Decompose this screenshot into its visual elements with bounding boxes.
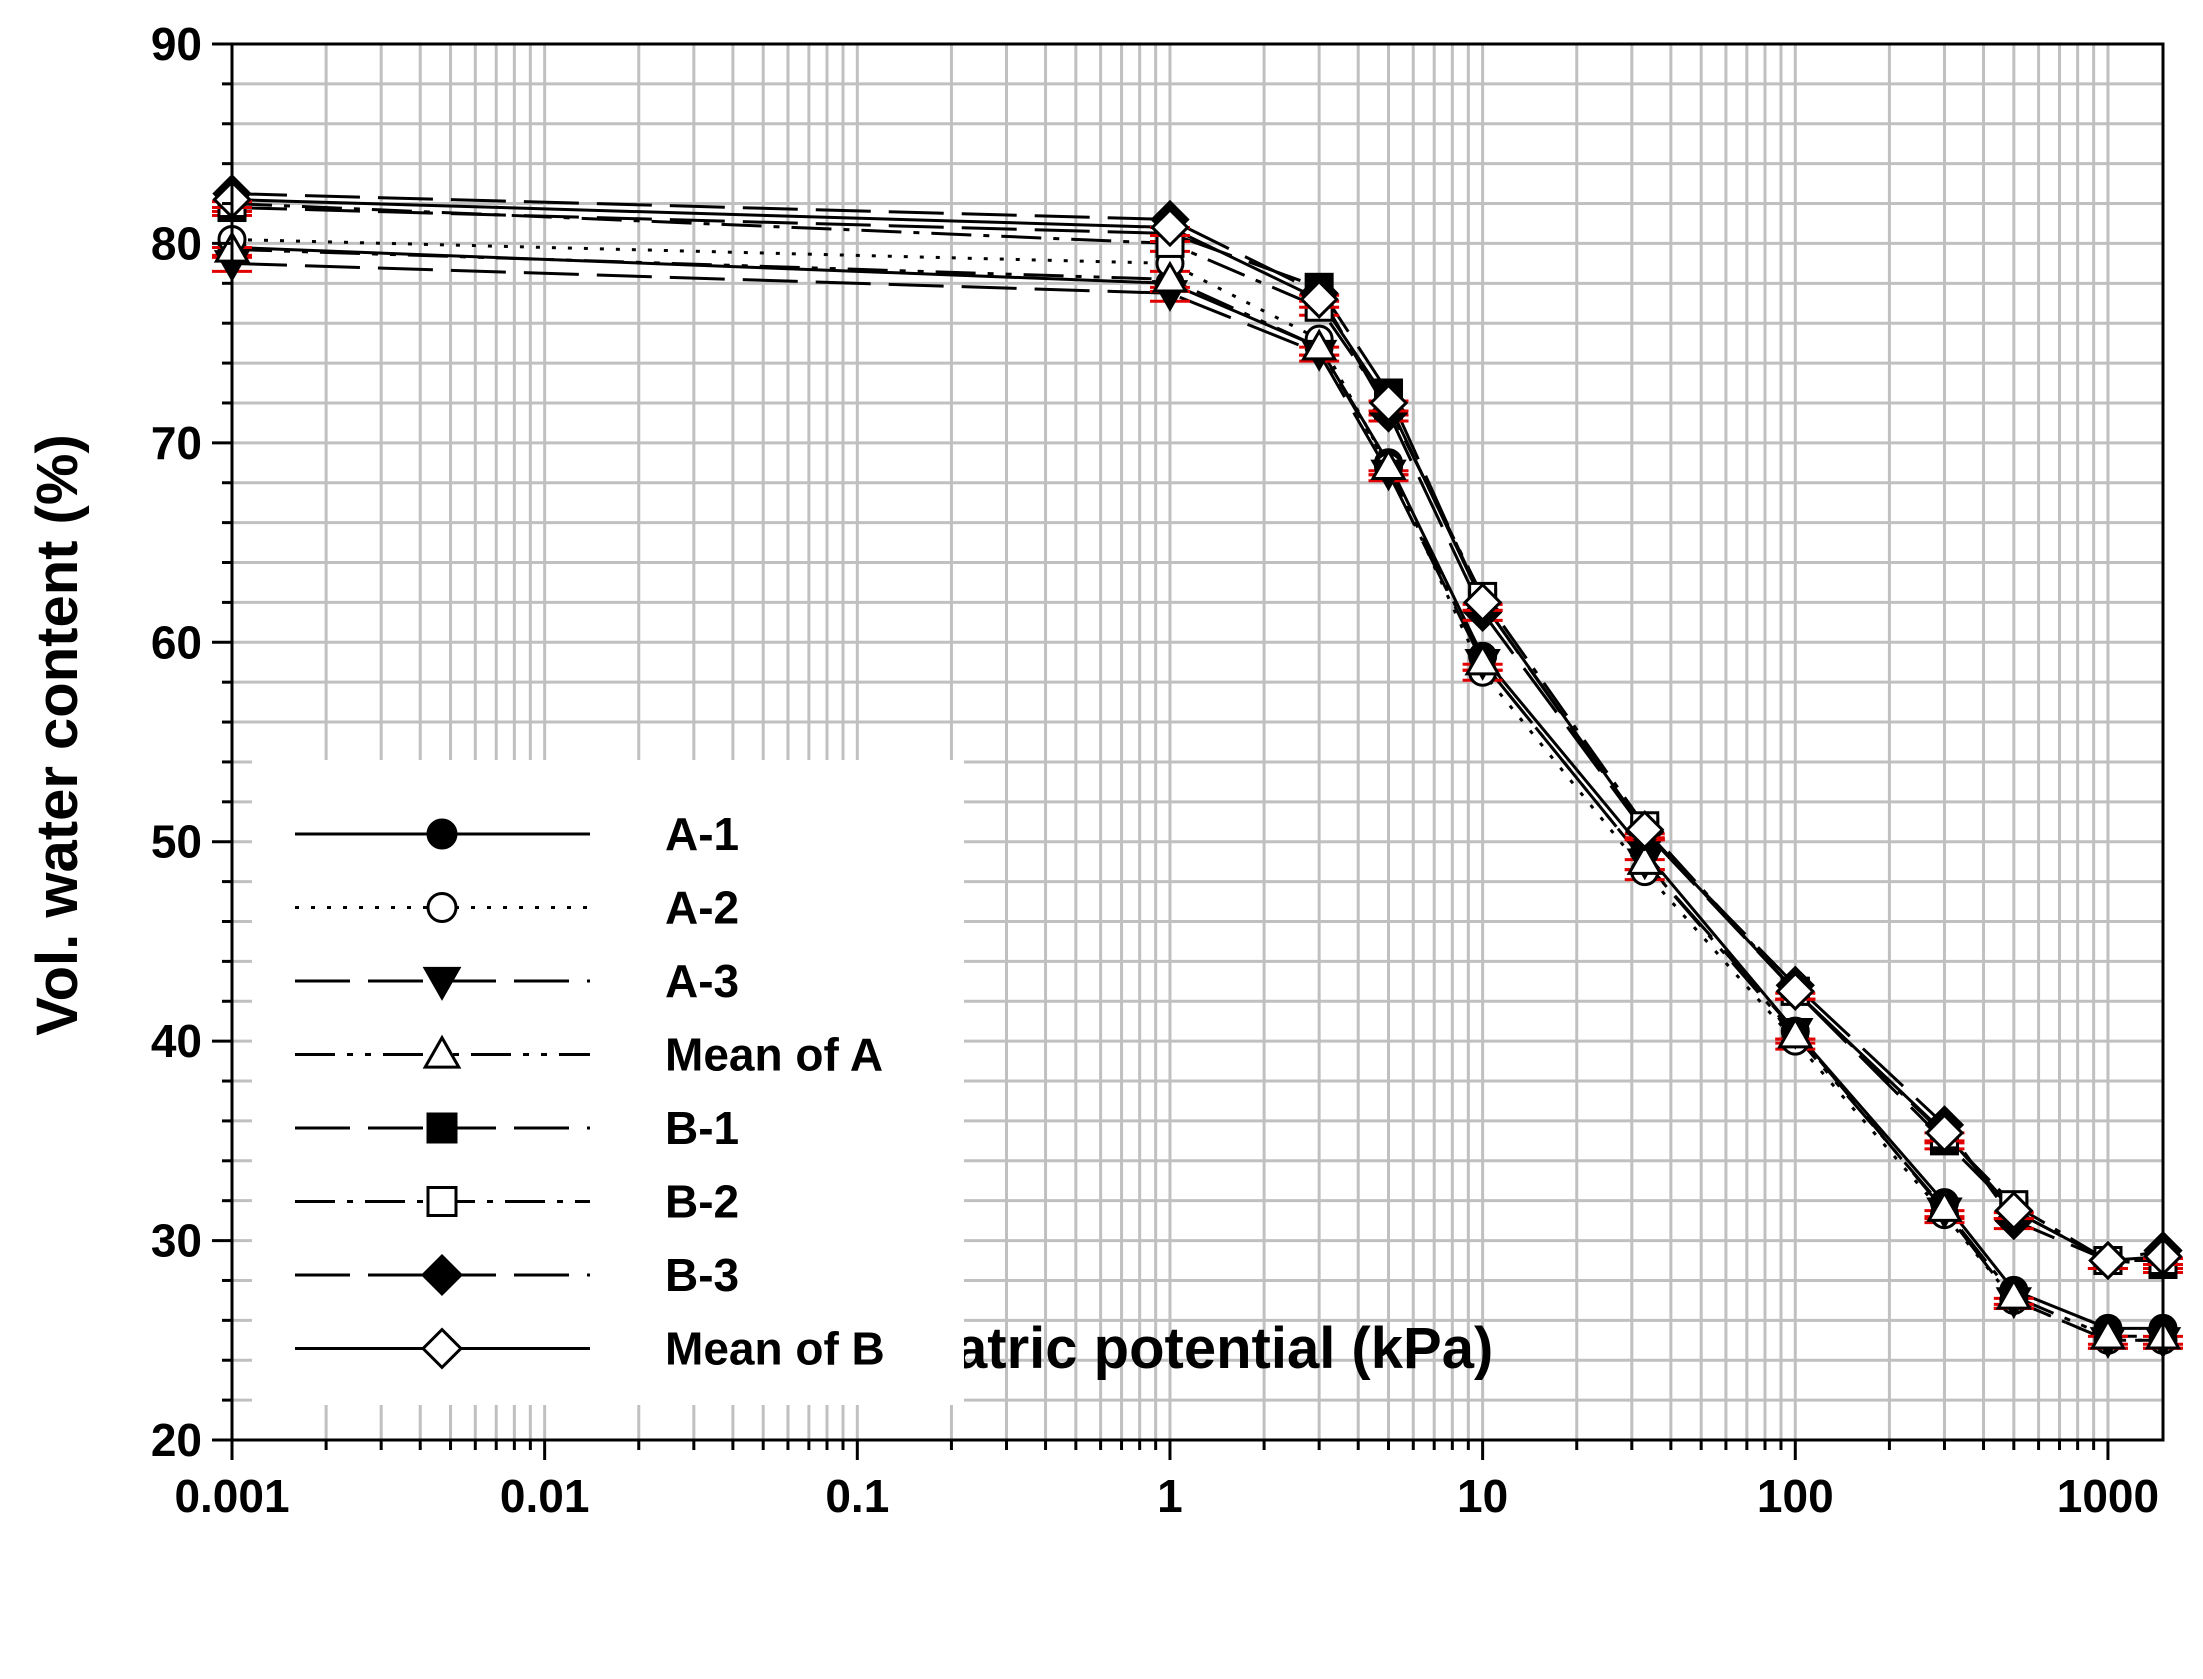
legend-label: B-3 <box>665 1249 739 1301</box>
data-point <box>2089 1317 2127 1350</box>
data-point <box>1151 260 1189 293</box>
y-tick-label: 50 <box>151 816 202 868</box>
x-axis-title: Matric potential (kPa) <box>907 1316 1494 1381</box>
data-point <box>1626 843 1663 875</box>
legend-label: Mean of A <box>665 1029 883 1081</box>
x-tick-label: 1 <box>1157 1470 1183 1522</box>
y-tick-label: 60 <box>151 616 202 668</box>
y-tick-label: 20 <box>151 1414 202 1466</box>
series-line-mean-of-a <box>231 247 2163 1338</box>
x-tick-label: 100 <box>1757 1470 1834 1522</box>
y-tick-label: 90 <box>151 18 202 70</box>
legend-label: A-2 <box>665 882 739 934</box>
legend-marker <box>422 1034 462 1069</box>
y-tick-label: 30 <box>151 1215 202 1267</box>
legend-label: A-1 <box>665 808 739 860</box>
data-point <box>1995 1277 2033 1310</box>
data-point <box>1462 582 1503 623</box>
legend-label: A-3 <box>665 955 739 1007</box>
legend-label: B-2 <box>665 1176 739 1228</box>
data-point <box>1994 1190 2034 1231</box>
legend-marker <box>420 1327 464 1370</box>
legend-marker <box>426 1112 458 1144</box>
data-point <box>1150 207 1190 248</box>
legend-label: B-1 <box>665 1102 739 1154</box>
legend-marker <box>426 1186 458 1217</box>
x-tick-label: 1000 <box>2057 1470 2159 1522</box>
series-markers <box>212 173 2183 1359</box>
y-axis-title: Vol. water content (%) <box>25 434 90 1036</box>
data-point <box>1368 383 1409 423</box>
legend: A-1 A-2 A-3 Mean of A B-1 B-2 B-3 Mean of B <box>252 760 964 1405</box>
data-point <box>1625 810 1665 850</box>
x-tick-label: 10 <box>1457 1470 1508 1522</box>
y-tick-label: 40 <box>151 1015 202 1067</box>
data-point <box>1775 971 1815 1011</box>
x-axis-ticks: 0.001 0.01 0.1 1 10 100 1000 <box>174 1440 2159 1522</box>
data-point <box>2088 1240 2128 1281</box>
data-point <box>1777 1016 1814 1049</box>
data-point <box>1926 1190 1963 1222</box>
data-point <box>1370 448 1407 480</box>
legend-marker <box>426 818 458 850</box>
y-tick-label: 70 <box>151 417 202 469</box>
legend-marker <box>422 966 462 1001</box>
x-tick-label: 0.001 <box>174 1470 289 1522</box>
legend-box <box>252 760 964 1405</box>
y-tick-label: 80 <box>151 217 202 269</box>
x-tick-label: 0.1 <box>825 1470 889 1522</box>
legend-marker <box>420 1253 464 1297</box>
data-point <box>1300 328 1338 361</box>
series-line-b-3 <box>231 192 2164 1263</box>
data-point <box>1924 1113 1965 1153</box>
y-axis-ticks: 20 30 40 50 60 70 80 90 <box>151 18 232 1466</box>
plot-frame <box>230 42 2165 1442</box>
data-point <box>1299 279 1339 319</box>
legend-label: Mean of B <box>665 1323 885 1375</box>
legend-marker <box>426 892 458 923</box>
data-point <box>1464 643 1501 676</box>
x-tick-label: 0.01 <box>500 1470 590 1522</box>
